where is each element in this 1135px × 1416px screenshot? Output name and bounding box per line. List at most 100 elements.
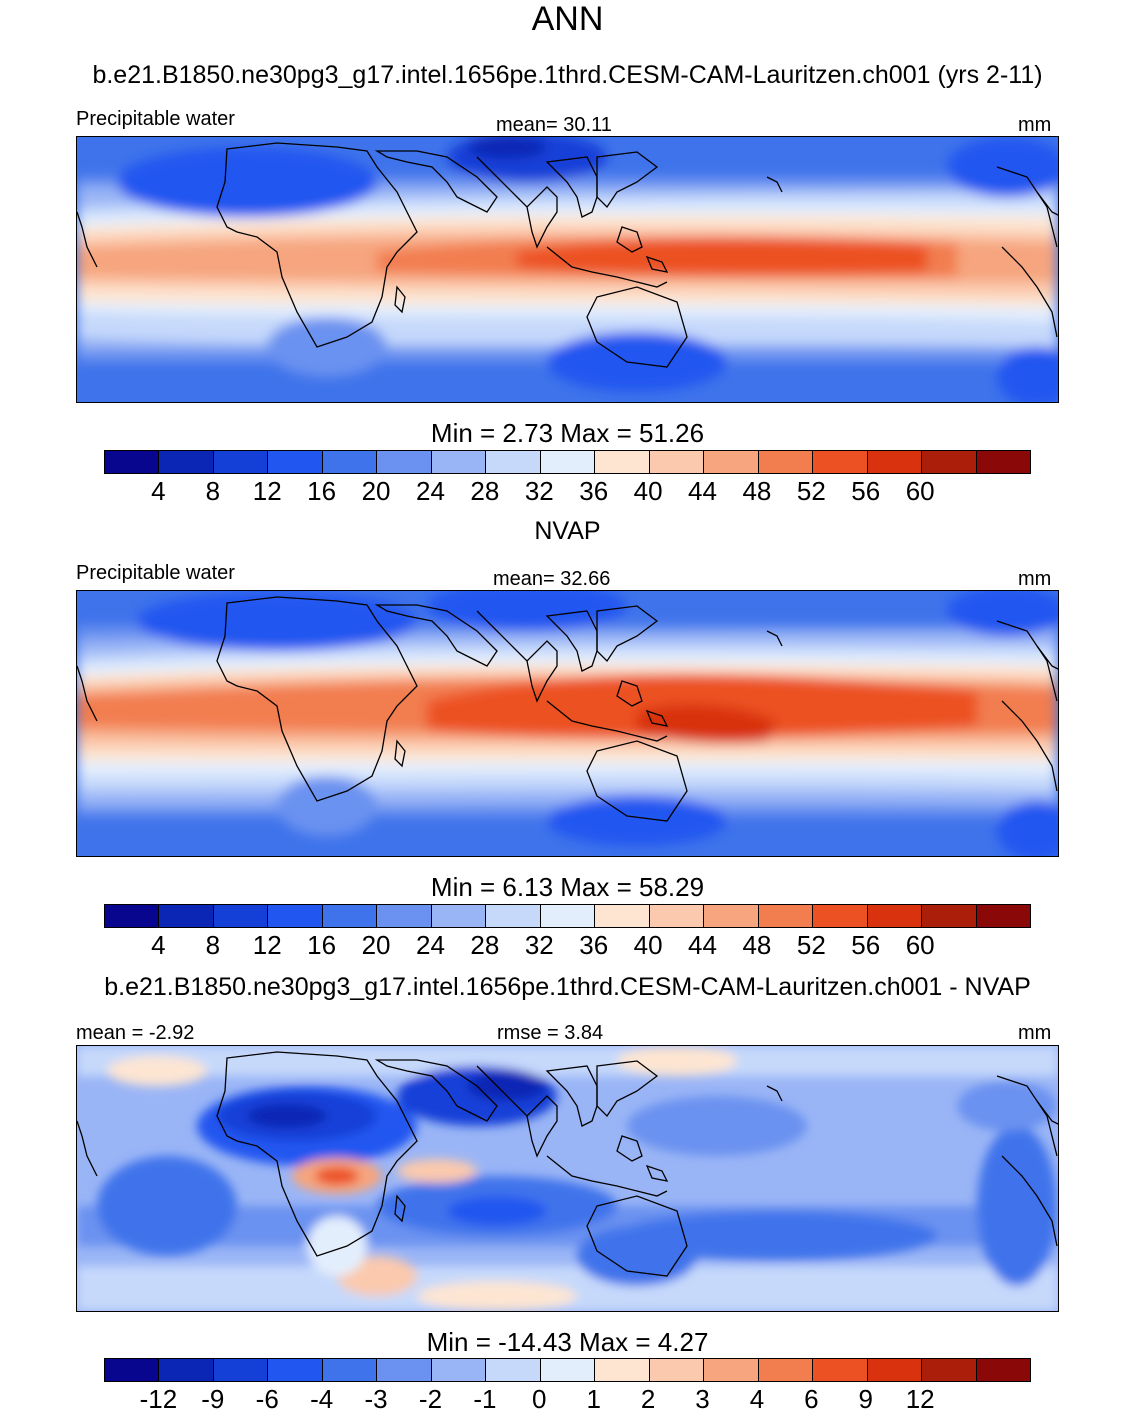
colorbar-swatch — [486, 905, 541, 927]
colorbar-swatch — [431, 1359, 487, 1381]
colorbar-swatch — [758, 451, 814, 473]
panel1-mean-label: mean= 30.11 — [496, 114, 612, 136]
panel2-colorbar-ticks: 4 8 12 16 20 24 28 32 36 40 44 48 52 56 60 — [0, 930, 1135, 962]
panel2-minmax: Min = 6.13 Max = 58.29 — [430, 872, 705, 902]
panel1-field — [77, 137, 1058, 402]
colorbar-swatch — [867, 451, 923, 473]
colorbar-tick-label: 48 — [742, 930, 772, 960]
colorbar-swatch — [105, 1359, 160, 1381]
panel3-coastlines — [77, 1051, 1058, 1277]
colorbar-swatch — [976, 451, 1030, 473]
colorbar-swatch — [867, 905, 923, 927]
colorbar-swatch — [704, 451, 759, 473]
colorbar-tick-label: 52 — [796, 930, 826, 960]
colorbar-swatch — [976, 905, 1030, 927]
colorbar-tick-label: 40 — [633, 930, 663, 960]
colorbar-swatch — [159, 905, 214, 927]
colorbar-swatch — [649, 1359, 705, 1381]
colorbar-tick-label: 56 — [851, 476, 881, 506]
colorbar-tick-label: 12 — [252, 476, 282, 506]
colorbar-swatch — [213, 905, 269, 927]
panel1-colorbar-ticks: 4 8 12 16 20 24 28 32 36 40 44 48 52 56 60 — [0, 476, 1135, 508]
reference-title: NVAP — [534, 517, 601, 545]
colorbar-tick-label: 48 — [742, 476, 772, 506]
colorbar-swatch — [867, 1359, 923, 1381]
colorbar-swatch — [813, 451, 868, 473]
colorbar-tick-label: 60 — [905, 930, 935, 960]
colorbar-swatch — [976, 1359, 1030, 1381]
colorbar-swatch — [105, 451, 160, 473]
colorbar-swatch — [159, 451, 214, 473]
colorbar-swatch — [377, 1359, 432, 1381]
colorbar-tick-label: 1 — [586, 1384, 601, 1414]
colorbar-swatch — [758, 1359, 814, 1381]
colorbar-tick-label: 6 — [804, 1384, 819, 1414]
colorbar-swatch — [813, 1359, 868, 1381]
colorbar-swatch — [268, 905, 323, 927]
panel3-mean-label: mean = -2.92 — [76, 1022, 195, 1044]
colorbar-tick-label: 4 — [151, 476, 166, 506]
colorbar-tick-label: 0 — [532, 1384, 547, 1414]
colorbar-swatch — [322, 905, 378, 927]
colorbar-swatch — [595, 451, 650, 473]
colorbar-swatch — [377, 451, 432, 473]
colorbar-swatch — [649, 451, 705, 473]
colorbar-swatch — [268, 451, 323, 473]
colorbar-swatch — [922, 905, 977, 927]
colorbar-tick-label: 28 — [470, 930, 500, 960]
colorbar-tick-label: 44 — [688, 930, 717, 960]
colorbar-swatch — [704, 1359, 759, 1381]
colorbar-tick-label: 20 — [361, 476, 391, 506]
colorbar-swatch — [922, 451, 977, 473]
panel3-field — [77, 1046, 1058, 1311]
colorbar-tick-label: 44 — [688, 476, 717, 506]
colorbar-tick-label: 36 — [579, 476, 609, 506]
colorbar-swatch — [322, 1359, 378, 1381]
colorbar-tick-label: 20 — [361, 930, 391, 960]
panel2-units: mm — [1018, 568, 1052, 590]
panel3-units: mm — [1018, 1022, 1052, 1044]
colorbar-tick-label: 12 — [905, 1384, 935, 1414]
colorbar-tick-label: 32 — [524, 476, 554, 506]
colorbar-tick-label: -1 — [473, 1384, 497, 1414]
panel2-left-label: Precipitable water — [76, 562, 235, 584]
colorbar-swatch — [268, 1359, 323, 1381]
panel3-minmax: Min = -14.43 Max = 4.27 — [426, 1327, 709, 1357]
colorbar-swatch — [213, 1359, 269, 1381]
colorbar-tick-label: -3 — [364, 1384, 388, 1414]
colorbar-tick-label: 32 — [524, 930, 554, 960]
panel1-left-label: Precipitable water — [76, 108, 235, 130]
colorbar-tick-label: 52 — [796, 476, 826, 506]
colorbar-swatch — [377, 905, 432, 927]
colorbar-tick-label: -12 — [139, 1384, 178, 1414]
panel1-minmax: Min = 2.73 Max = 51.26 — [430, 418, 705, 448]
colorbar-swatch — [431, 451, 487, 473]
colorbar-swatch — [486, 451, 541, 473]
colorbar-tick-label: 4 — [749, 1384, 765, 1414]
colorbar-swatch — [649, 905, 705, 927]
colorbar-tick-label: 60 — [905, 476, 935, 506]
colorbar-tick-label: 40 — [633, 476, 663, 506]
panel1-map — [76, 136, 1059, 403]
panel2-field — [77, 591, 1058, 856]
panel3-rmse-label: rmse = 3.84 — [497, 1022, 604, 1044]
colorbar-swatch — [540, 905, 596, 927]
colorbar-swatch — [922, 1359, 977, 1381]
colorbar-tick-label: 16 — [307, 476, 337, 506]
panel3-colorbar-ticks: -12 -9 -6 -4 -3 -2 -1 0 1 2 3 4 6 9 12 — [0, 1384, 1135, 1416]
colorbar-tick-label: 16 — [307, 930, 337, 960]
colorbar-tick-label: 8 — [205, 476, 221, 506]
colorbar-tick-label: 56 — [851, 930, 881, 960]
panel3-colorbar — [104, 1358, 1031, 1382]
colorbar-swatch — [813, 905, 868, 927]
colorbar-tick-label: 4 — [151, 930, 166, 960]
panel2-mean-label: mean= 32.66 — [493, 568, 611, 590]
colorbar-swatch — [540, 1359, 596, 1381]
colorbar-swatch — [322, 451, 378, 473]
panel1-units: mm — [1018, 114, 1052, 136]
diff-title: b.e21.B1850.ne30pg3_g17.intel.1656pe.1th… — [104, 973, 1031, 1001]
colorbar-swatch — [540, 451, 596, 473]
panel2-coastlines — [77, 596, 1058, 822]
colorbar-tick-label: 28 — [470, 476, 500, 506]
colorbar-tick-label: -4 — [310, 1384, 334, 1414]
